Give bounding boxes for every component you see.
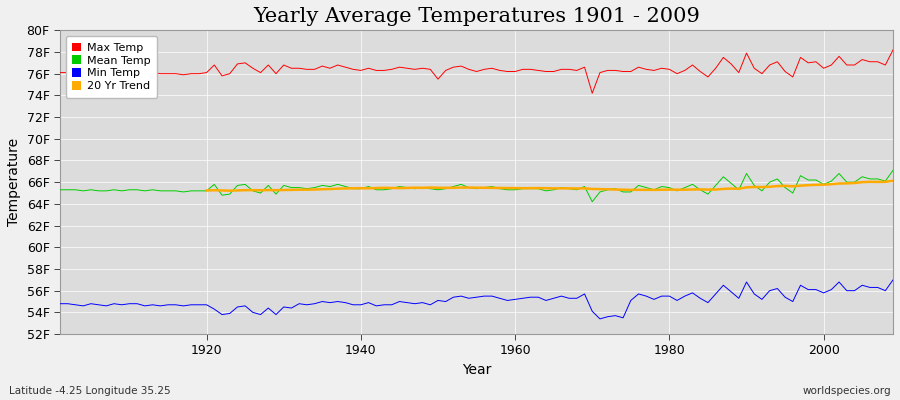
- Text: Latitude -4.25 Longitude 35.25: Latitude -4.25 Longitude 35.25: [9, 386, 171, 396]
- Text: worldspecies.org: worldspecies.org: [803, 386, 891, 396]
- X-axis label: Year: Year: [462, 363, 491, 377]
- Y-axis label: Temperature: Temperature: [7, 138, 21, 226]
- Legend: Max Temp, Mean Temp, Min Temp, 20 Yr Trend: Max Temp, Mean Temp, Min Temp, 20 Yr Tre…: [66, 36, 157, 98]
- Title: Yearly Average Temperatures 1901 - 2009: Yearly Average Temperatures 1901 - 2009: [253, 7, 700, 26]
